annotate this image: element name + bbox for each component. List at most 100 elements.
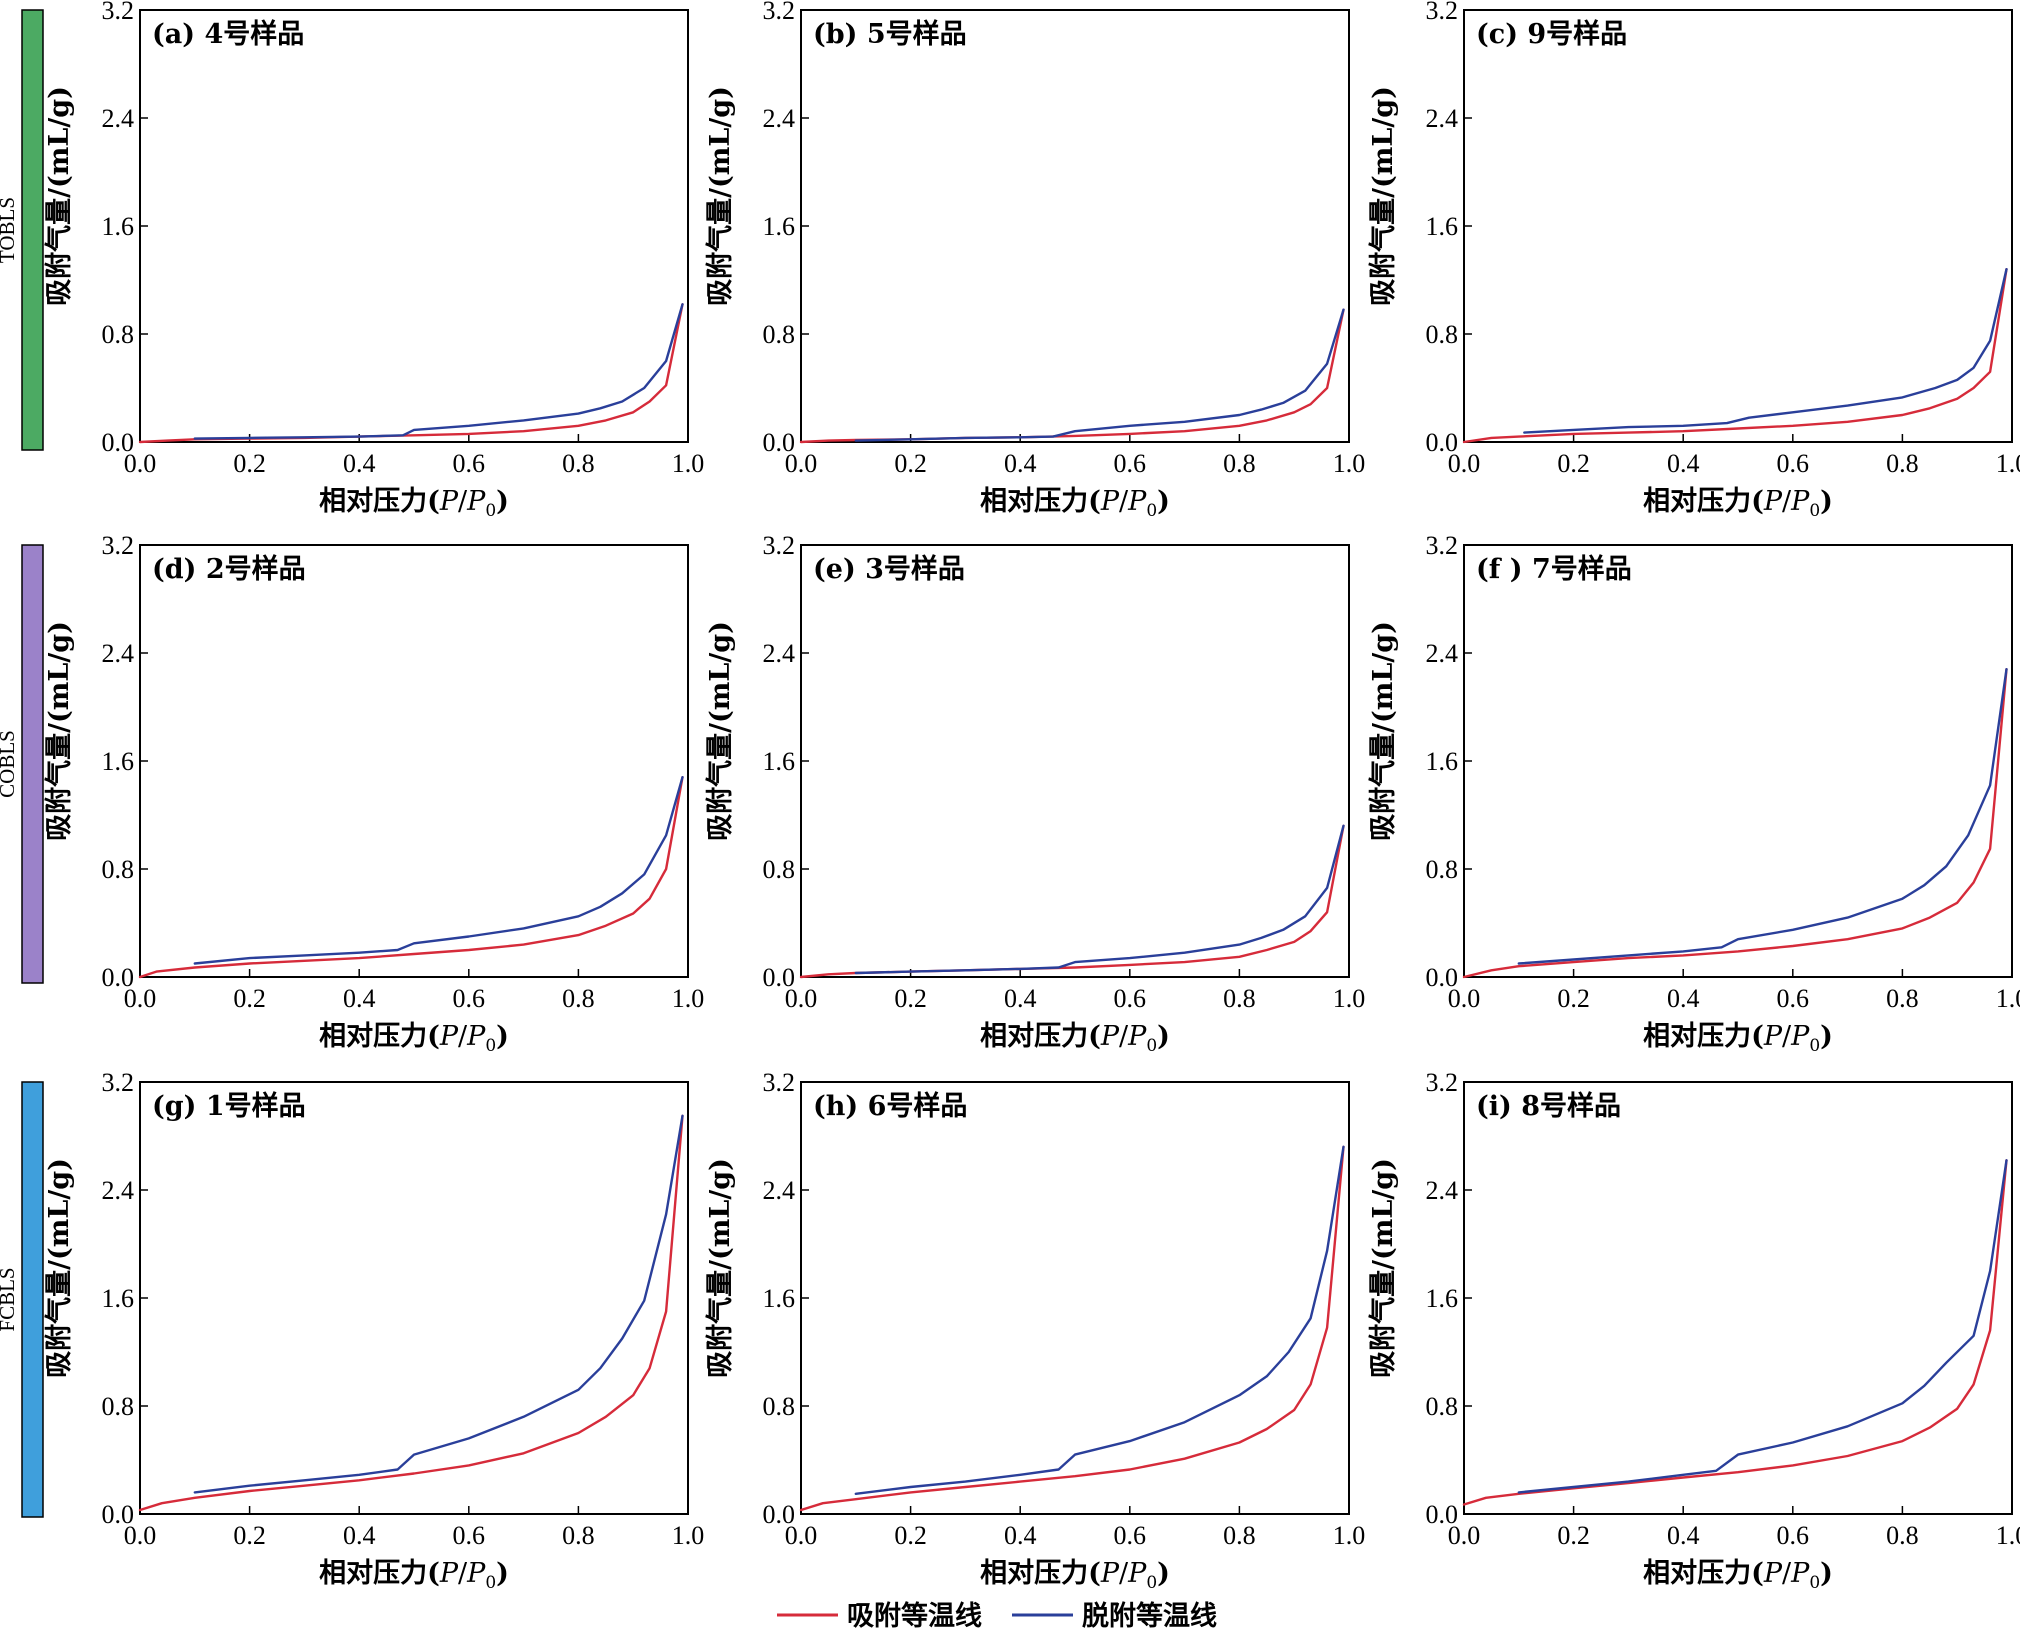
x-tick-label: 0.6 bbox=[1114, 984, 1147, 1013]
adsorption-isotherm-line bbox=[138, 303, 684, 444]
panel-title: (h) 6号样品 bbox=[813, 1090, 967, 1122]
y-tick-label: 0.8 bbox=[102, 320, 135, 349]
group-color-bar bbox=[21, 9, 44, 451]
chart-panel-7: 0.0 0.2 0.4 0.6 0.8 1.0 0.0 0.8 1.6 2.4 3.2 (g) 1号样… bbox=[44, 1068, 704, 1593]
y-tick-label: 2.4 bbox=[763, 104, 796, 133]
group-label: TOBLS bbox=[0, 197, 19, 263]
desorption-isotherm-line bbox=[1523, 268, 2008, 434]
x-tick-label: 0.2 bbox=[233, 1521, 266, 1550]
group-label: COBLS bbox=[0, 730, 19, 798]
x-axis-label: 相对压力(P/P0) bbox=[319, 486, 509, 521]
y-axis-label: 吸附气量/(mL/g) bbox=[705, 1158, 736, 1378]
x-tick-label: 0.4 bbox=[1004, 1521, 1037, 1550]
x-tick-label: 0.6 bbox=[453, 1521, 486, 1550]
panel-title: (b) 5号样品 bbox=[813, 18, 967, 50]
plot-frame bbox=[1463, 9, 2013, 443]
x-tick-label: 1.0 bbox=[1996, 1521, 2020, 1550]
x-tick-label: 0.2 bbox=[1557, 984, 1590, 1013]
x-tick-label: 0.8 bbox=[1223, 449, 1256, 478]
y-tick-label: 0.0 bbox=[102, 1500, 135, 1529]
x-tick-label: 0.8 bbox=[1223, 1521, 1256, 1550]
x-tick-label: 0.8 bbox=[1886, 1521, 1919, 1550]
adsorption-isotherm-line bbox=[1462, 1159, 2008, 1506]
x-tick-label: 0.4 bbox=[1667, 449, 1700, 478]
y-tick-label: 1.6 bbox=[102, 1284, 135, 1313]
y-tick-label: 0.0 bbox=[102, 428, 135, 457]
adsorption-isotherm-line bbox=[799, 824, 1345, 979]
y-tick-label: 2.4 bbox=[102, 639, 135, 668]
y-tick-label: 1.6 bbox=[763, 1284, 796, 1313]
y-tick-label: 2.4 bbox=[1426, 1176, 1459, 1205]
legend-desorption-label: 脱附等温线 bbox=[1082, 1600, 1217, 1632]
plot-frame bbox=[139, 544, 689, 978]
x-tick-label: 0.6 bbox=[1777, 1521, 1810, 1550]
x-tick-label: 0.2 bbox=[233, 984, 266, 1013]
plot-frame bbox=[800, 1081, 1350, 1515]
y-tick-label: 3.2 bbox=[1426, 531, 1459, 560]
y-tick-label: 2.4 bbox=[1426, 104, 1459, 133]
y-axis-label: 吸附气量/(mL/g) bbox=[705, 86, 736, 306]
x-tick-label: 0.2 bbox=[894, 984, 927, 1013]
x-tick-label: 0.4 bbox=[343, 449, 376, 478]
y-tick-label: 3.2 bbox=[763, 0, 796, 25]
chart-panel-1: 0.0 0.2 0.4 0.6 0.8 1.0 0.0 0.8 1.6 2.4 3.2 (a) 4号样… bbox=[44, 0, 704, 521]
desorption-isotherm-line bbox=[854, 308, 1345, 442]
chart-panels: 0.0 0.2 0.4 0.6 0.8 1.0 0.0 0.8 1.6 2.4 3.2 (a) 4号样… bbox=[44, 0, 2020, 1593]
x-tick-label: 0.4 bbox=[343, 984, 376, 1013]
desorption-isotherm-line bbox=[193, 1114, 684, 1494]
x-tick-label: 0.0 bbox=[785, 449, 818, 478]
y-tick-label: 3.2 bbox=[102, 531, 135, 560]
y-tick-label: 1.6 bbox=[763, 747, 796, 776]
x-tick-label: 0.2 bbox=[894, 449, 927, 478]
y-axis-label: 吸附气量/(mL/g) bbox=[44, 86, 75, 306]
x-tick-label: 0.0 bbox=[124, 984, 157, 1013]
y-tick-label: 0.8 bbox=[763, 1392, 796, 1421]
y-tick-label: 1.6 bbox=[1426, 1284, 1459, 1313]
y-tick-label: 0.8 bbox=[1426, 855, 1459, 884]
x-tick-label: 0.0 bbox=[1448, 984, 1481, 1013]
x-tick-label: 0.2 bbox=[1557, 1521, 1590, 1550]
y-tick-label: 1.6 bbox=[102, 212, 135, 241]
y-tick-label: 0.0 bbox=[102, 963, 135, 992]
chart-panel-8: 0.0 0.2 0.4 0.6 0.8 1.0 0.0 0.8 1.6 2.4 3.2 (h) 6号样… bbox=[705, 1068, 1365, 1593]
y-tick-label: 0.8 bbox=[1426, 1392, 1459, 1421]
x-tick-label: 1.0 bbox=[1996, 449, 2020, 478]
desorption-isotherm-line bbox=[1517, 1159, 2008, 1494]
y-tick-label: 1.6 bbox=[1426, 212, 1459, 241]
y-tick-label: 0.8 bbox=[102, 1392, 135, 1421]
panel-title: (i) 8号样品 bbox=[1476, 1090, 1621, 1122]
adsorption-isotherm-line bbox=[138, 1114, 684, 1512]
x-tick-label: 0.6 bbox=[1114, 1521, 1147, 1550]
chart-panel-5: 0.0 0.2 0.4 0.6 0.8 1.0 0.0 0.8 1.6 2.4 3.2 (e) 3号样… bbox=[705, 531, 1365, 1056]
y-tick-label: 0.8 bbox=[1426, 320, 1459, 349]
x-tick-label: 0.0 bbox=[1448, 449, 1481, 478]
group-cobls: COBLS bbox=[0, 544, 44, 984]
panel-title: (e) 3号样品 bbox=[813, 553, 965, 585]
x-tick-label: 1.0 bbox=[1996, 984, 2020, 1013]
group-tobls: TOBLS bbox=[0, 9, 44, 451]
adsorption-isotherm-line bbox=[1462, 668, 2008, 979]
chart-panel-4: 0.0 0.2 0.4 0.6 0.8 1.0 0.0 0.8 1.6 2.4 3.2 (d) 2号样… bbox=[44, 531, 704, 1056]
x-tick-label: 0.8 bbox=[562, 984, 595, 1013]
adsorption-isotherm-line bbox=[799, 308, 1345, 444]
x-tick-label: 0.4 bbox=[1004, 449, 1037, 478]
y-tick-label: 3.2 bbox=[1426, 0, 1459, 25]
y-tick-label: 0.0 bbox=[1426, 428, 1459, 457]
y-tick-label: 0.0 bbox=[763, 963, 796, 992]
y-tick-label: 2.4 bbox=[763, 1176, 796, 1205]
adsorption-isotherm-line bbox=[138, 776, 684, 979]
desorption-isotherm-line bbox=[193, 303, 684, 440]
group-label: FCBLS bbox=[0, 1267, 19, 1331]
x-tick-label: 0.4 bbox=[1667, 1521, 1700, 1550]
y-tick-label: 3.2 bbox=[763, 531, 796, 560]
y-tick-label: 1.6 bbox=[102, 747, 135, 776]
plot-frame bbox=[1463, 1081, 2013, 1515]
x-tick-label: 0.0 bbox=[785, 1521, 818, 1550]
x-tick-label: 0.6 bbox=[453, 984, 486, 1013]
x-tick-label: 0.8 bbox=[1223, 984, 1256, 1013]
x-axis-label: 相对压力(P/P0) bbox=[980, 1021, 1170, 1056]
y-axis-label: 吸附气量/(mL/g) bbox=[1368, 621, 1399, 841]
y-tick-label: 0.0 bbox=[1426, 1500, 1459, 1529]
x-tick-label: 0.8 bbox=[1886, 984, 1919, 1013]
adsorption-isotherm-line bbox=[1462, 268, 2008, 444]
